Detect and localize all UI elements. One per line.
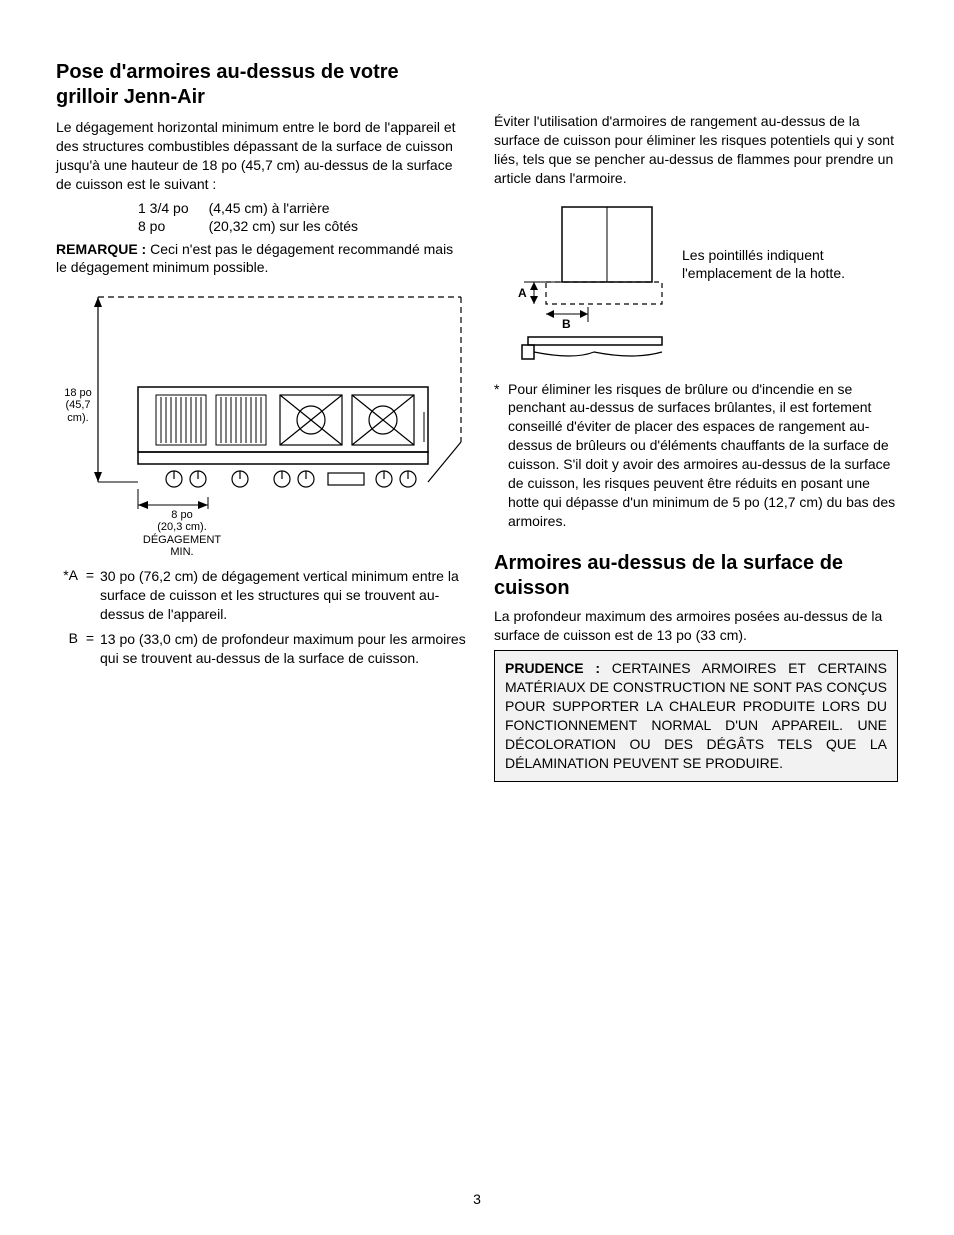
star-note: * Pour éliminer les risques de brûlure o…	[494, 380, 898, 531]
fig1-left-label: 18 po(45,7cm).	[58, 387, 98, 423]
clearance-metric-0: (4,45 cm) à l'arrière	[209, 200, 376, 216]
section-heading-left: Pose d'armoires au-dessus de votre grill…	[56, 60, 466, 110]
def-eq: =	[80, 630, 100, 646]
fig2-caption: Les pointillés indiquent l'emplacement d…	[682, 202, 898, 284]
fig1-bottom-label: 8 po(20,3 cm).DÉGAGEMENTMIN.	[132, 509, 232, 557]
def-text-b: 13 po (33,0 cm) de profondeur maximum po…	[100, 630, 466, 668]
svg-text:B: B	[562, 317, 571, 331]
right-para2: La profondeur maximum des armoires posée…	[494, 607, 898, 645]
def-eq: =	[80, 567, 100, 583]
note-label: REMARQUE :	[56, 241, 146, 257]
definition-list: *A = 30 po (76,2 cm) de dégagement verti…	[56, 567, 466, 667]
prudence-text: CERTAINES ARMOIRES ET CERTAINS MATÉRIAUX…	[505, 660, 887, 770]
prudence-label: PRUDENCE :	[505, 660, 600, 676]
clearance-imp-0: 1 3/4 po	[138, 200, 207, 216]
star-icon: *	[494, 380, 508, 399]
caution-box: PRUDENCE : CERTAINES ARMOIRES ET CERTAIN…	[494, 650, 898, 781]
section-heading-right: Armoires au-dessus de la surface de cuis…	[494, 551, 898, 601]
def-text-a: 30 po (76,2 cm) de dégagement vertical m…	[100, 567, 466, 624]
clearance-table: 1 3/4 po (4,45 cm) à l'arrière 8 po (20,…	[136, 198, 378, 236]
def-sym-a: *A	[56, 567, 80, 583]
page-number: 3	[0, 1191, 954, 1207]
svg-text:A: A	[518, 286, 527, 300]
clearance-metric-1: (20,32 cm) sur les côtés	[209, 218, 376, 234]
star-note-text: Pour éliminer les risques de brûlure ou …	[508, 380, 898, 531]
clearance-imp-1: 8 po	[138, 218, 207, 234]
note-paragraph: REMARQUE : Ceci n'est pas le dégagement …	[56, 240, 466, 278]
right-intro: Éviter l'utilisation d'armoires de range…	[494, 112, 898, 188]
def-sym-b: B	[56, 630, 80, 646]
intro-paragraph: Le dégagement horizontal minimum entre l…	[56, 118, 466, 194]
hood-diagram: A B	[494, 202, 664, 362]
clearance-diagram: 18 po(45,7cm). 8 po(20,3 cm).DÉGAGEMENTM…	[56, 287, 466, 557]
